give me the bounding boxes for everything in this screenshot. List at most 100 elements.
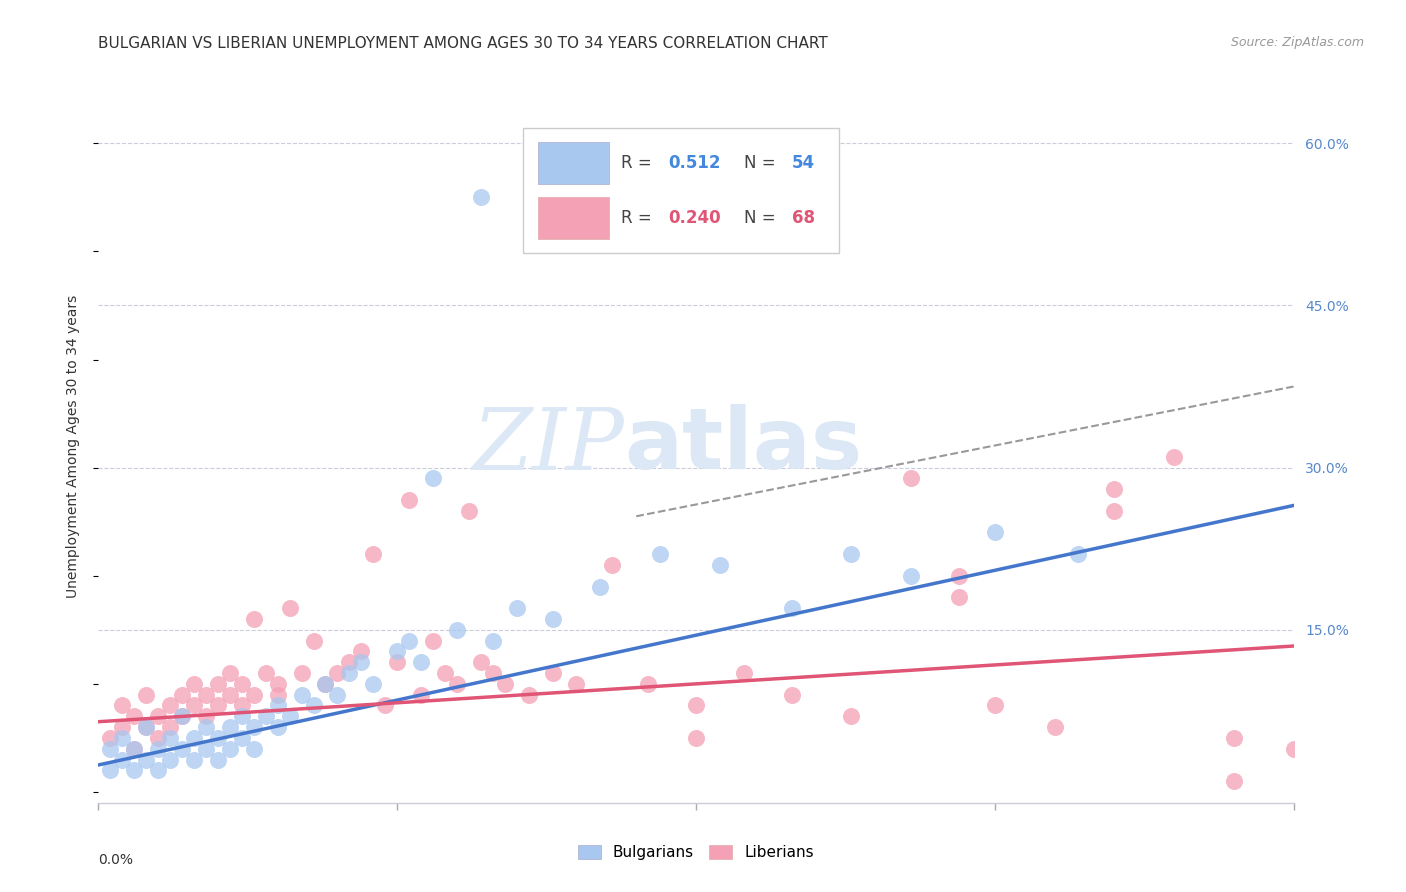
Text: 68: 68 [792, 210, 814, 227]
Text: R =: R = [620, 210, 657, 227]
Point [1223, 774, 1246, 789]
Point [207, 677, 229, 691]
Point [446, 677, 468, 691]
Point [159, 698, 181, 713]
Point [124, 741, 146, 756]
Text: N =: N = [744, 210, 780, 227]
Point [411, 688, 433, 702]
Point [339, 666, 361, 681]
Point [326, 666, 349, 681]
Point [183, 731, 205, 745]
Point [1104, 504, 1126, 518]
Point [267, 677, 290, 691]
Point [254, 709, 277, 723]
Point [315, 677, 337, 691]
Point [219, 688, 242, 702]
Point [374, 698, 396, 713]
Point [135, 720, 157, 734]
Point [124, 764, 146, 778]
Text: ZIP: ZIP [472, 405, 624, 487]
Point [541, 666, 564, 681]
Point [541, 612, 564, 626]
Point [183, 677, 205, 691]
FancyBboxPatch shape [523, 128, 839, 253]
Point [733, 666, 755, 681]
Point [98, 764, 122, 778]
Point [159, 720, 181, 734]
Point [219, 741, 242, 756]
Point [195, 741, 218, 756]
Point [984, 698, 1007, 713]
FancyBboxPatch shape [538, 143, 609, 185]
Point [350, 655, 373, 669]
Point [302, 633, 325, 648]
Point [841, 709, 863, 723]
Point [482, 633, 505, 648]
Point [172, 688, 194, 702]
Point [984, 525, 1007, 540]
Point [231, 698, 253, 713]
Point [243, 688, 266, 702]
Point [780, 601, 803, 615]
Point [111, 753, 134, 767]
Point [231, 677, 253, 691]
Point [219, 666, 242, 681]
Point [1223, 731, 1246, 745]
Point [243, 720, 266, 734]
Point [780, 688, 803, 702]
Point [470, 190, 492, 204]
Point [650, 547, 672, 561]
Point [411, 655, 433, 669]
Point [506, 601, 529, 615]
Text: 0.240: 0.240 [668, 210, 721, 227]
Point [494, 677, 516, 691]
Point [385, 655, 409, 669]
Point [363, 547, 385, 561]
Point [385, 644, 409, 658]
Point [267, 688, 290, 702]
Point [1282, 741, 1305, 756]
Point [148, 731, 170, 745]
Point [470, 655, 492, 669]
Point [434, 666, 457, 681]
Point [124, 709, 146, 723]
Point [302, 698, 325, 713]
Point [243, 741, 266, 756]
Point [685, 698, 707, 713]
Point [565, 677, 588, 691]
Point [207, 731, 229, 745]
Text: Source: ZipAtlas.com: Source: ZipAtlas.com [1230, 36, 1364, 49]
Point [517, 688, 540, 702]
Point [231, 709, 253, 723]
Y-axis label: Unemployment Among Ages 30 to 34 years: Unemployment Among Ages 30 to 34 years [66, 294, 80, 598]
Point [135, 720, 157, 734]
Point [602, 558, 624, 572]
FancyBboxPatch shape [538, 197, 609, 239]
Point [589, 580, 612, 594]
Point [135, 688, 157, 702]
Point [482, 666, 505, 681]
Point [207, 753, 229, 767]
Point [124, 741, 146, 756]
Point [267, 698, 290, 713]
Point [148, 709, 170, 723]
Point [183, 753, 205, 767]
Point [231, 731, 253, 745]
Point [339, 655, 361, 669]
Point [685, 731, 707, 745]
Point [98, 741, 122, 756]
Point [422, 633, 444, 648]
Point [1104, 482, 1126, 496]
Text: 0.0%: 0.0% [98, 853, 134, 867]
Text: 0.512: 0.512 [668, 154, 721, 172]
Point [278, 601, 301, 615]
Point [267, 720, 290, 734]
Point [148, 741, 170, 756]
Point [195, 688, 218, 702]
Text: 54: 54 [792, 154, 814, 172]
Point [195, 720, 218, 734]
Point [398, 633, 420, 648]
Point [111, 720, 134, 734]
Point [278, 709, 301, 723]
Point [709, 558, 731, 572]
